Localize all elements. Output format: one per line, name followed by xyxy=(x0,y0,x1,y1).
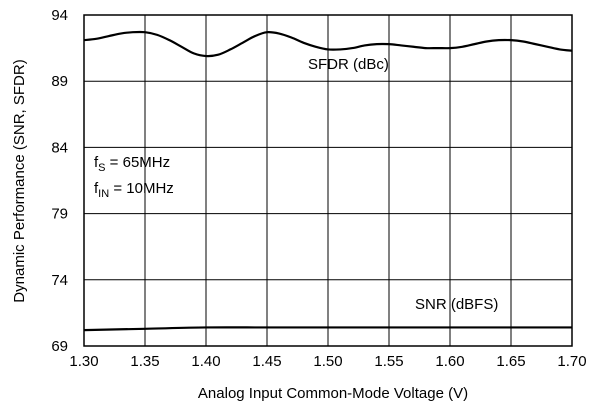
input-frequency-value: = 10MHz xyxy=(109,180,174,197)
x-tick-label: 1.45 xyxy=(252,353,281,370)
x-tick-label: 1.65 xyxy=(496,353,525,370)
grid xyxy=(84,15,572,346)
y-tick-label: 89 xyxy=(51,73,68,90)
x-tick-label: 1.70 xyxy=(557,353,586,370)
y-tick-label: 94 xyxy=(51,7,68,24)
y-axis-title: Dynamic Performance (SNR, SFDR) xyxy=(11,59,28,302)
x-axis-title: Analog Input Common-Mode Voltage (V) xyxy=(198,385,468,402)
series-layer xyxy=(83,30,573,332)
x-tick-label: 1.60 xyxy=(435,353,464,370)
input-frequency-symbol: f xyxy=(94,180,99,197)
input-frequency-subscript: IN xyxy=(98,188,109,200)
y-tick-label: 74 xyxy=(51,272,68,289)
y-tick-label: 84 xyxy=(51,139,68,156)
sample-rate-value: = 65MHz xyxy=(106,154,171,171)
sample-rate-symbol: f xyxy=(94,154,99,171)
input-frequency-annotation: fIN = 10MHz xyxy=(94,180,174,200)
plot-frame xyxy=(83,14,573,347)
y-tick-label: 69 xyxy=(51,338,68,355)
sample-rate-subscript: S xyxy=(98,162,105,174)
sample-rate-annotation: fS = 65MHz xyxy=(94,154,170,174)
x-tick-labels: 1.30 1.35 1.40 1.45 1.50 1.55 1.60 1.65 1.70 xyxy=(69,353,586,370)
sfdr-series-line xyxy=(83,30,573,58)
snr-series-label: SNR (dBFS) xyxy=(415,296,498,313)
x-tick-label: 1.55 xyxy=(374,353,403,370)
y-tick-labels: 94 89 84 79 74 69 xyxy=(51,7,68,355)
x-tick-label: 1.40 xyxy=(191,353,220,370)
x-tick-label: 1.50 xyxy=(313,353,342,370)
sfdr-series-label: SFDR (dBc) xyxy=(308,56,389,73)
x-tick-label: 1.30 xyxy=(69,353,98,370)
x-tick-label: 1.35 xyxy=(130,353,159,370)
snr-series-line xyxy=(83,326,572,332)
y-tick-label: 79 xyxy=(51,206,68,223)
